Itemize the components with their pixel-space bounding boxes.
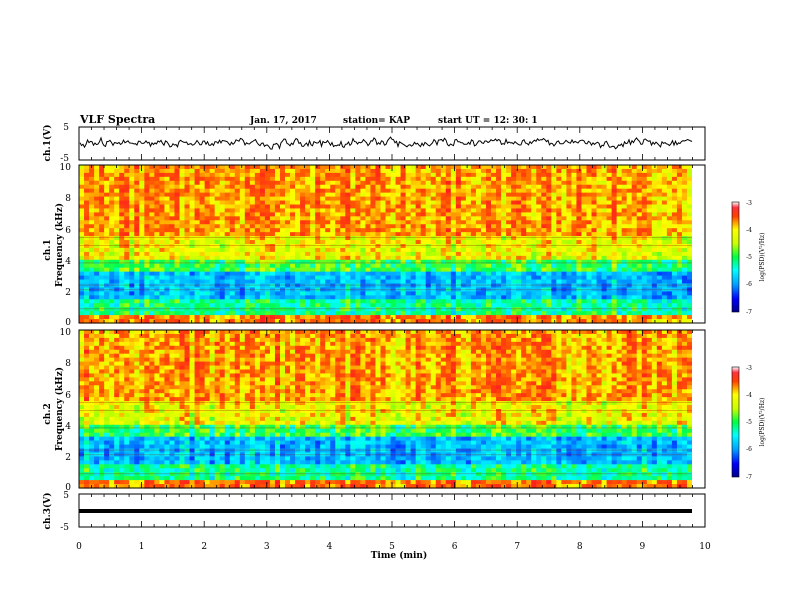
x-tick-label: 7 <box>514 542 520 552</box>
x-tick-label: 0 <box>76 542 82 552</box>
ch2-cb-tick-m4: -4 <box>746 392 752 399</box>
ch2-cb-tick-m6: -6 <box>746 446 752 453</box>
ch1-ytick-top: 5 <box>63 123 69 133</box>
x-tick-label: 5 <box>389 542 395 552</box>
ch2-cb-tick-m7: -7 <box>746 474 752 481</box>
ch2-cb-tick-m3: -3 <box>746 365 752 372</box>
ch1-ytick-6: 6 <box>65 226 71 236</box>
ch2-ytick-6: 6 <box>65 391 71 401</box>
ch2-ytick-10: 10 <box>60 328 72 338</box>
start-time-label: start UT = 12: 30: 1 <box>438 116 538 126</box>
ch2-spectrogram-image <box>79 330 705 489</box>
ch1-cb-tick-m6: -6 <box>746 281 752 288</box>
ch2-spectrogram-panel: 0 2 4 6 8 10 ch.2 Frequency (kHz) -3 -4 … <box>43 328 766 493</box>
ch3-ytick-top: 5 <box>63 491 69 501</box>
ch2-ytick-0: 0 <box>65 483 71 493</box>
figure-title: VLF Spectra <box>79 113 155 126</box>
ch2-colorbar-label: log(PSD)(V²/Hz) <box>759 398 766 447</box>
x-tick-label: 4 <box>327 542 333 552</box>
ch1-waveform-ylabel: ch.1(V) <box>42 125 53 162</box>
ch2-spectrogram-ylabel-frequency: Frequency (kHz) <box>54 367 65 451</box>
ch1-waveform-trace <box>79 136 693 150</box>
x-tick-label: 10 <box>699 542 711 552</box>
ch1-colorbar-label: log(PSD)(V²/Hz) <box>759 233 766 282</box>
ch1-cb-tick-m4: -4 <box>746 227 752 234</box>
x-tick-label: 6 <box>452 542 458 552</box>
ch2-spectrogram-ylabel-channel: ch.2 <box>43 403 53 424</box>
ch1-cb-tick-m5: -5 <box>746 254 752 261</box>
ch1-ytick-bottom: -5 <box>60 154 69 164</box>
ch1-ytick-0: 0 <box>65 318 71 328</box>
ch1-ytick-8: 8 <box>65 194 71 204</box>
ch1-ytick-4: 4 <box>65 257 71 267</box>
ch1-cb-tick-m7: -7 <box>746 309 752 316</box>
ch1-spectrogram-ylabel-frequency: Frequency (kHz) <box>54 203 65 287</box>
ch1-ytick-2: 2 <box>65 288 71 298</box>
ch3-ytick-bottom: -5 <box>60 523 69 533</box>
ch1-cb-tick-m3: -3 <box>746 200 752 207</box>
ch1-ytick-10: 10 <box>60 163 72 173</box>
x-tick-label: 8 <box>577 542 583 552</box>
x-tick-label: 1 <box>139 542 145 552</box>
ch1-spectrogram-ylabel-channel: ch.1 <box>43 239 53 260</box>
ch2-ytick-2: 2 <box>65 453 71 463</box>
time-tick-marks <box>78 127 706 527</box>
ch2-ytick-4: 4 <box>65 422 71 432</box>
ch2-colorbar <box>731 366 740 478</box>
date-label: Jan. 17, 2017 <box>249 116 317 126</box>
ch1-spectrogram-image <box>79 165 705 324</box>
ch2-cb-tick-m5: -5 <box>746 419 752 426</box>
ch1-spectrogram-panel: 0 2 4 6 8 10 ch.1 Frequency (kHz) -3 -4 … <box>43 163 766 328</box>
ch1-colorbar <box>731 201 740 313</box>
x-tick-label: 2 <box>201 542 207 552</box>
x-tick-label: 9 <box>640 542 646 552</box>
station-label: station= KAP <box>343 116 410 126</box>
x-tick-label: 3 <box>264 542 270 552</box>
ch3-waveform-ylabel: ch.3(V) <box>42 493 53 530</box>
x-axis-tick-labels: 0 1 2 3 4 5 6 7 8 9 10 <box>76 542 711 552</box>
x-axis-label: Time (min) <box>371 550 428 561</box>
ch2-ytick-8: 8 <box>65 359 71 369</box>
